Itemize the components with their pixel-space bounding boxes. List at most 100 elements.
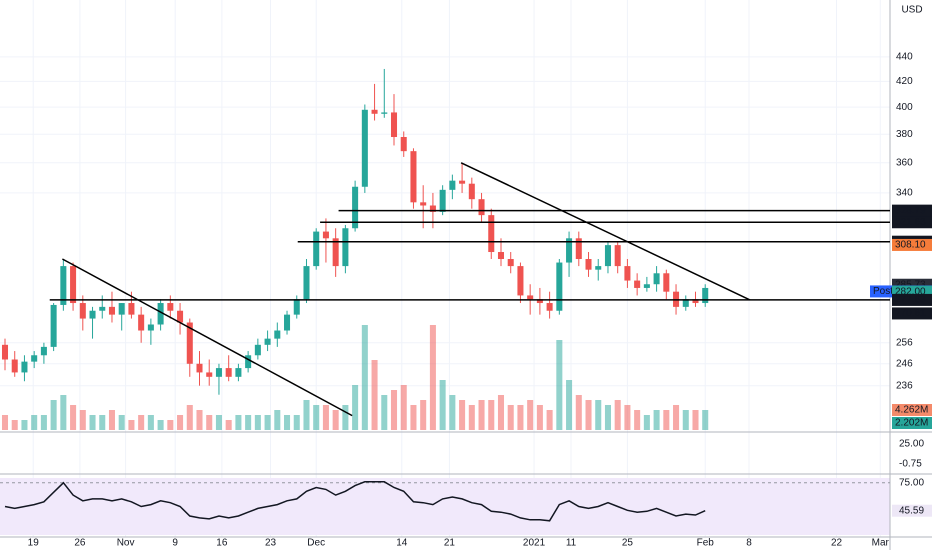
volume-bar xyxy=(284,415,291,430)
trend-line xyxy=(460,162,751,301)
candle-body xyxy=(274,330,281,339)
price-label: 285.73 xyxy=(895,279,926,290)
x-tick-label: Feb xyxy=(697,538,715,549)
volume-bar xyxy=(517,405,524,430)
candle-body xyxy=(31,355,38,362)
volume-bar xyxy=(108,410,115,430)
volume-label: 2.202M xyxy=(895,418,928,429)
x-tick-label: 22 xyxy=(831,538,843,549)
candle-body xyxy=(507,259,514,267)
candle-body xyxy=(177,310,184,323)
y-tick-label: 440 xyxy=(896,51,913,62)
x-tick-label: 14 xyxy=(396,538,408,549)
candle-body xyxy=(157,303,164,325)
candle-body xyxy=(390,112,398,138)
volume-bar xyxy=(128,420,135,430)
volume-bar xyxy=(167,420,174,430)
candle-body xyxy=(70,266,77,304)
x-tick-label: 2021 xyxy=(523,538,546,549)
candle-body xyxy=(614,245,621,267)
macd-label: -0.75 xyxy=(899,459,922,470)
volume-bar xyxy=(235,415,242,430)
volume-bar xyxy=(673,405,680,430)
volume-bar xyxy=(556,340,563,430)
volume-bar xyxy=(527,400,534,430)
x-tick-label: Mar xyxy=(872,538,890,549)
candle-body xyxy=(420,202,427,206)
price-label: 270.61 xyxy=(895,308,926,319)
candle-body xyxy=(692,299,699,304)
candle-body xyxy=(89,310,96,319)
volume-bar xyxy=(313,405,320,430)
candle-body xyxy=(361,109,368,187)
volume-bar xyxy=(60,395,67,430)
volume-bar xyxy=(322,405,329,430)
rsi-line xyxy=(4,481,706,522)
price-label-box xyxy=(892,307,932,320)
volume-bar xyxy=(371,360,378,430)
x-tick-label: Nov xyxy=(117,538,135,549)
price-label: 308.10 xyxy=(895,240,926,251)
candle-body xyxy=(527,295,534,300)
volume-bar xyxy=(293,415,300,430)
volume-bar xyxy=(31,415,38,430)
volume-bar xyxy=(614,400,621,430)
x-tick-label: 21 xyxy=(444,538,456,549)
rsi-label: 45.59 xyxy=(899,505,924,516)
candle-body xyxy=(517,266,524,296)
candle-body xyxy=(459,180,466,184)
currency: USD xyxy=(901,5,922,16)
volume-bar xyxy=(585,400,592,430)
volume-bar xyxy=(420,400,427,430)
candle-body xyxy=(196,363,203,373)
volume-bar xyxy=(254,415,261,430)
volume-bar xyxy=(390,390,398,430)
volume-bar xyxy=(595,400,602,430)
candle-body xyxy=(11,359,18,373)
y-tick-label: 340 xyxy=(896,188,913,199)
y-tick-label: 400 xyxy=(896,102,913,113)
candle-body xyxy=(624,266,631,281)
volume-bar xyxy=(400,385,407,430)
candle-body xyxy=(79,303,86,319)
volume-bar xyxy=(624,405,631,430)
candle-body xyxy=(235,368,242,377)
volume-bar xyxy=(196,410,203,430)
x-tick-label: 16 xyxy=(216,538,228,549)
volume-bar xyxy=(643,415,650,430)
y-tick-label: 360 xyxy=(896,157,913,168)
volume-label-box xyxy=(892,404,932,416)
price-label-box xyxy=(892,238,932,251)
candle-body xyxy=(186,322,193,364)
macd-label: 25.00 xyxy=(899,439,924,450)
x-tick-label: 26 xyxy=(74,538,86,549)
candle-body xyxy=(585,259,592,270)
volume-bar xyxy=(40,415,47,430)
candle-body xyxy=(449,180,456,190)
volume-bar xyxy=(361,325,368,430)
volume-bar xyxy=(332,410,339,430)
candle-body xyxy=(497,252,505,260)
candle-body xyxy=(371,109,378,114)
volume-bar xyxy=(99,415,106,430)
volume-bar xyxy=(70,405,77,430)
candle-body xyxy=(40,346,47,356)
candle-body xyxy=(468,183,475,200)
candle-body xyxy=(167,303,174,311)
candle-body xyxy=(254,344,261,356)
volume-bar xyxy=(497,395,505,430)
volume-bar xyxy=(206,415,213,430)
price-label: 282.00 xyxy=(895,286,926,297)
volume-bar xyxy=(1,415,9,430)
candle-body xyxy=(1,344,9,360)
volume-bar xyxy=(79,410,86,430)
volume-bar xyxy=(264,415,271,430)
rsi-value-box xyxy=(892,504,932,517)
candle-body xyxy=(702,287,709,304)
candle-body xyxy=(118,303,125,315)
x-tick-label: Dec xyxy=(307,538,325,549)
volume-bar xyxy=(507,405,514,430)
